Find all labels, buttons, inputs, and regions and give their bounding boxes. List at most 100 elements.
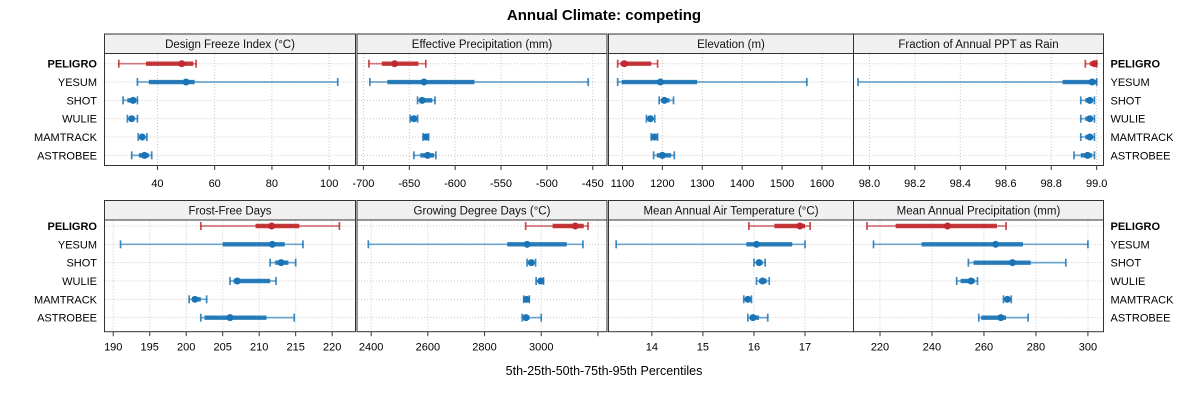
median-dot	[660, 96, 668, 104]
series-shot	[1079, 96, 1096, 105]
median-dot	[755, 259, 763, 267]
site-label-left-mamtrack-row1: MAMTRACK	[34, 294, 98, 306]
panel-plot-area	[853, 53, 1104, 166]
site-label-left-shot-row1: SHOT	[66, 258, 97, 270]
axis-tick-label: -650	[398, 178, 420, 190]
axis-tick-label: -550	[490, 178, 512, 190]
panel-plot-area	[356, 219, 608, 333]
series-mamtrack	[137, 133, 148, 142]
median-dot	[1084, 151, 1092, 159]
axis-tick-label: 99.0	[1086, 178, 1107, 190]
axis-tick-label: 80	[266, 178, 278, 190]
median-dot	[277, 259, 285, 267]
panel-effective-precipitation-mm: Effective Precipitation (mm) -700 -650 -600…	[352, 33, 608, 190]
panel-mean-annual-air-temperature-c: Mean Annual Air Temperature (°C) 14 15 16 17	[608, 200, 854, 354]
median-dot	[391, 60, 399, 68]
median-dot	[418, 96, 426, 104]
median-dot	[658, 151, 666, 159]
median-dot	[656, 78, 664, 86]
series-yesum	[872, 240, 1089, 249]
axis-tick-label: 2400	[359, 342, 383, 354]
panel-plot-area	[608, 219, 854, 333]
panel-elevation-m: Elevation (m) 1100 1200 1300 1400 1500 1600	[608, 33, 854, 190]
axis-tick-label: 40	[151, 178, 163, 190]
axis-tick-label: 17	[799, 342, 811, 354]
panel-title: Effective Precipitation (mm)	[412, 39, 553, 51]
site-label-left-yesum-row0: YESUM	[58, 77, 97, 89]
axis-tick-label: 215	[286, 342, 304, 354]
median-dot	[128, 115, 136, 123]
panel-title: Fraction of Annual PPT as Rain	[898, 39, 1058, 51]
median-dot	[944, 222, 952, 230]
panel-mean-annual-precipitation-mm: Mean Annual Precipitation (mm) 220 240 260 2…	[853, 200, 1104, 354]
site-label-left-mamtrack-row0: MAMTRACK	[34, 132, 98, 144]
axis-tick-label: 60	[209, 178, 221, 190]
site-label-left-wulie-row1: WULIE	[62, 276, 97, 288]
series-shot	[269, 258, 297, 267]
axis-tick-label: 280	[1027, 342, 1045, 354]
series-mamtrack	[1079, 133, 1096, 142]
axis-tick-label: 100	[320, 178, 338, 190]
site-label-right-peligro-row1: PELIGRO	[1111, 221, 1161, 233]
series-yesum	[857, 78, 1098, 87]
median-dot	[523, 295, 531, 303]
median-dot	[182, 78, 190, 86]
series-peligro	[748, 222, 811, 230]
median-dot	[138, 133, 146, 141]
panel-title: Mean Annual Air Temperature (°C)	[643, 205, 818, 217]
series-wulie	[755, 276, 771, 285]
series-peligro	[524, 222, 589, 230]
axis-tick-label: 1500	[770, 178, 794, 190]
series-shot	[416, 96, 436, 105]
median-dot	[226, 314, 234, 322]
panel-design-freeze-index-c: Design Freeze Index (°C) 40 60 80 100	[104, 33, 356, 190]
median-dot	[997, 314, 1005, 322]
axis-tick-label: -600	[444, 178, 466, 190]
site-label-right-wulie-row1: WULIE	[1111, 276, 1146, 288]
series-wulie	[645, 114, 656, 123]
median-dot	[759, 277, 767, 285]
panels-root: Design Freeze Index (°C) 40 60 80 100 Effecti…	[34, 33, 1175, 354]
series-mamtrack	[1002, 295, 1013, 304]
series-peligro	[368, 59, 427, 68]
series-peligro	[866, 222, 1007, 230]
site-label-left-astrobee-row0: ASTROBEE	[37, 150, 97, 162]
site-label-right-shot-row1: SHOT	[1111, 258, 1142, 270]
median-dot	[1090, 60, 1098, 68]
panel-title: Growing Degree Days (°C)	[414, 205, 551, 217]
site-label-right-mamtrack-row0: MAMTRACK	[1111, 132, 1175, 144]
site-label-right-wulie-row0: WULIE	[1111, 114, 1146, 126]
site-label-left-peligro-row1: PELIGRO	[47, 221, 97, 233]
series-shot	[122, 96, 139, 105]
axis-tick-label: 98.2	[904, 178, 925, 190]
series-mamtrack	[650, 133, 659, 142]
axis-tick-label: 3000	[529, 342, 553, 354]
axis-tick-label: 98.4	[950, 178, 971, 190]
axis-tick-label: 205	[214, 342, 232, 354]
series-wulie	[126, 114, 139, 123]
series-shot	[753, 258, 767, 267]
median-dot	[1086, 96, 1094, 104]
median-dot	[268, 222, 276, 230]
site-label-right-yesum-row1: YESUM	[1111, 239, 1150, 251]
site-label-right-peligro-row0: PELIGRO	[1111, 59, 1161, 71]
median-dot	[178, 60, 186, 68]
series-wulie	[535, 276, 545, 285]
site-label-right-shot-row0: SHOT	[1111, 95, 1142, 107]
axis-tick-label: 210	[250, 342, 268, 354]
median-dot	[796, 222, 804, 230]
panel-plot-area	[608, 53, 854, 166]
axis-tick-label: 220	[871, 342, 889, 354]
series-astrobee	[1073, 151, 1096, 160]
axis-tick-label: -700	[352, 178, 374, 190]
axis-tick-label: 200	[177, 342, 195, 354]
series-astrobee	[199, 313, 296, 322]
axis-tick-label: 240	[923, 342, 941, 354]
median-dot	[620, 60, 628, 68]
panel-plot-area	[356, 53, 608, 166]
axis-tick-label: 1200	[650, 178, 674, 190]
median-dot	[410, 115, 418, 123]
axis-tick-label: -500	[536, 178, 558, 190]
axis-tick-label: 1600	[810, 178, 834, 190]
